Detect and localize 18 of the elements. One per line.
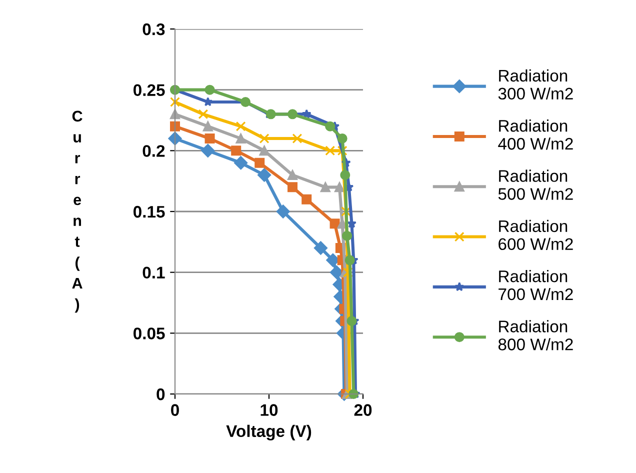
legend-label: Radiation 400 W/m2: [498, 120, 573, 150]
legend-label: Radiation 600 W/m2: [498, 220, 573, 250]
y-tick-label: 0.3: [142, 23, 165, 36]
x-axis-title: Voltage (V): [226, 424, 312, 440]
x-tick-label: 20: [354, 404, 372, 416]
y-tick-label: 0: [156, 388, 165, 400]
legend-label: Radiation 500 W/m2: [498, 170, 573, 200]
legend-label: Radiation 800 W/m2: [498, 320, 573, 350]
legend-label: Radiation 300 W/m2: [498, 69, 573, 100]
y-tick-label: 0.2: [142, 145, 165, 157]
x-tick-label: 10: [260, 404, 278, 416]
y-tick-label: 0.1: [142, 266, 165, 279]
y-tick-label: 0.25: [134, 84, 165, 96]
x-tick-label: 0: [171, 404, 179, 416]
y-tick-label: 0.15: [134, 206, 165, 218]
y-tick-label: 0.05: [134, 328, 165, 340]
legend-label: Radiation 700 W/m2: [498, 270, 573, 300]
text: Current (A): [72, 110, 82, 313]
